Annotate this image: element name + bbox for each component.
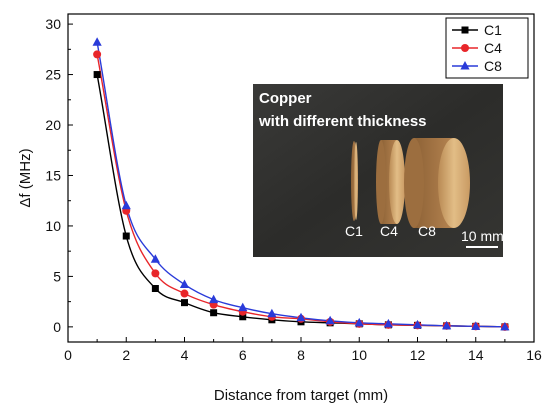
data-point-c8 (325, 315, 335, 325)
data-point-c4 (180, 289, 189, 298)
inset-label-c1: C1 (345, 223, 363, 239)
legend-marker-c8 (460, 61, 470, 70)
data-point-c8 (179, 279, 190, 288)
y-tick-label: 0 (53, 319, 61, 335)
data-point-c8 (121, 200, 131, 210)
x-tick-label: 8 (297, 347, 305, 363)
inset-label-c4: C4 (380, 223, 398, 239)
data-point-c8 (267, 308, 277, 318)
x-tick-label: 6 (239, 347, 247, 363)
inset-photo: Copper with different thickness C1 C4 C8… (253, 84, 504, 257)
data-point-c1 (93, 71, 101, 79)
scale-bar-label: 10 mm (461, 228, 504, 244)
data-point-c4 (93, 50, 102, 59)
data-point-c8 (238, 302, 248, 312)
inset-label-c8: C8 (418, 223, 436, 239)
y-tick-label: 10 (45, 218, 61, 234)
legend-marker-c4 (461, 44, 469, 52)
inset-title-line2: with different thickness (258, 113, 427, 130)
y-axis-title: Δf (MHz) (17, 148, 34, 207)
data-point-c8 (383, 318, 393, 328)
x-tick-label: 14 (468, 347, 484, 363)
inset-title-line1: Copper (259, 90, 312, 107)
x-tick-label: 10 (351, 347, 367, 363)
x-axis-ticks: 0 2 4 6 8 10 12 14 16 (64, 337, 542, 363)
disc-c8 (404, 138, 470, 228)
data-point-c8 (150, 254, 160, 263)
y-axis-ticks: 0 5 10 15 20 25 30 (45, 16, 73, 335)
data-point-c1 (122, 232, 130, 240)
data-point-c8 (209, 294, 219, 304)
y-tick-label: 15 (45, 167, 61, 183)
legend-label-c8: C8 (484, 58, 502, 74)
legend-marker-c1 (461, 26, 469, 34)
data-point-c8 (500, 321, 510, 331)
y-tick-label: 25 (45, 67, 61, 83)
data-point-c8 (354, 317, 364, 327)
y-tick-label: 30 (45, 16, 61, 32)
data-point-c8 (92, 37, 102, 46)
x-tick-label: 2 (122, 347, 130, 363)
data-markers (92, 37, 510, 331)
data-point-c8 (442, 320, 452, 330)
data-point-c8 (471, 321, 481, 330)
legend: C1 C4 C8 (445, 17, 529, 79)
data-point-c1 (210, 309, 218, 317)
data-point-c4 (151, 269, 160, 278)
disc-c1 (351, 141, 358, 221)
x-tick-label: 16 (526, 347, 542, 363)
data-point-c8 (296, 312, 306, 322)
data-point-c1 (239, 313, 247, 321)
x-axis-title: Distance from target (mm) (214, 387, 388, 404)
data-point-c1 (181, 299, 188, 307)
x-tick-label: 0 (64, 347, 72, 363)
y-tick-label: 20 (45, 117, 61, 133)
y-tick-label: 5 (53, 268, 61, 284)
x-tick-label: 12 (410, 347, 426, 363)
legend-label-c4: C4 (484, 40, 502, 56)
x-tick-label: 4 (181, 347, 189, 363)
fit-line-c8 (96, 42, 505, 328)
data-point-c8 (412, 319, 423, 329)
data-point-c1 (151, 285, 159, 293)
disc-c4 (376, 140, 405, 224)
legend-label-c1: C1 (484, 22, 502, 38)
